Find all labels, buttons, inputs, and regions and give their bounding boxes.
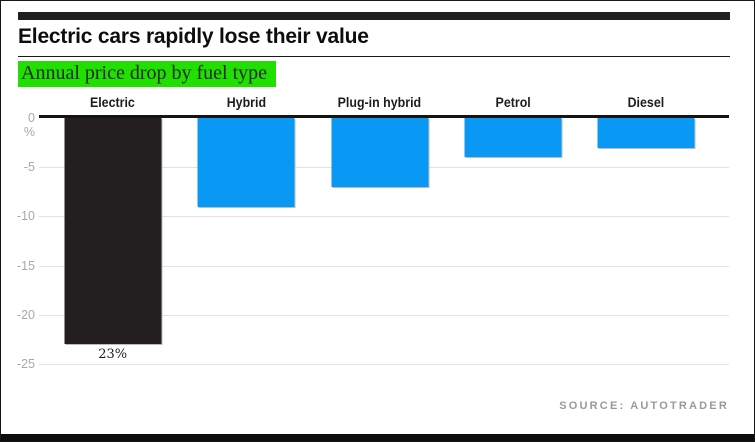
- bar-slot: [313, 118, 446, 368]
- category-label: Electric: [46, 95, 179, 110]
- source-text: SOURCE: AUTOTRADER: [559, 400, 729, 412]
- bar-slot: [179, 118, 312, 368]
- category-label-text: Plug-in hybrid: [337, 95, 422, 110]
- category-label-text: Petrol: [495, 95, 531, 110]
- chart-subtitle-highlight: Annual price drop by fuel type: [18, 61, 277, 87]
- bar-slot: 23%: [46, 118, 179, 368]
- y-tick-label: -25: [16, 357, 35, 371]
- gridline: [39, 216, 729, 218]
- bar-hybrid: [197, 118, 295, 207]
- top-accent-bar: [18, 12, 730, 20]
- category-label: Petrol: [446, 95, 579, 110]
- bar-value-label: 23%: [98, 347, 128, 363]
- category-label: Hybrid: [179, 95, 312, 110]
- gridline: [39, 265, 729, 267]
- category-label: Diesel: [580, 95, 713, 110]
- bar-slot: [580, 118, 713, 368]
- category-labels-row: Electric Hybrid Plug-in hybrid Petrol Diesel: [46, 95, 713, 110]
- bar-electric: [64, 118, 162, 345]
- y-tick-label: -5: [23, 160, 35, 175]
- category-label: Plug-in hybrid: [313, 95, 446, 110]
- y-axis-unit-label: %: [23, 125, 35, 139]
- gridline: [39, 364, 729, 365]
- bar-plug-in-hybrid: [331, 118, 429, 187]
- category-label-text: Diesel: [628, 95, 665, 110]
- y-tick-label: -10: [16, 209, 35, 224]
- zero-axis-line: [39, 115, 729, 118]
- bar-petrol: [464, 118, 562, 158]
- y-tick-label: -15: [16, 258, 35, 273]
- category-label-text: Hybrid: [226, 95, 266, 110]
- title-divider: [18, 56, 730, 57]
- category-label-text: Electric: [90, 95, 136, 110]
- y-tick-label: -20: [16, 307, 35, 322]
- gridline: [39, 314, 729, 316]
- page-title: Electric cars rapidly lose their value: [18, 25, 369, 48]
- bar-diesel: [597, 118, 695, 148]
- bar-series: 23%: [46, 118, 713, 368]
- y-tick-label: 0: [28, 111, 35, 125]
- chart-subtitle-row: Annual price drop by fuel type: [18, 61, 277, 87]
- bottom-accent-bar: [1, 434, 754, 441]
- bar-slot: [446, 118, 579, 368]
